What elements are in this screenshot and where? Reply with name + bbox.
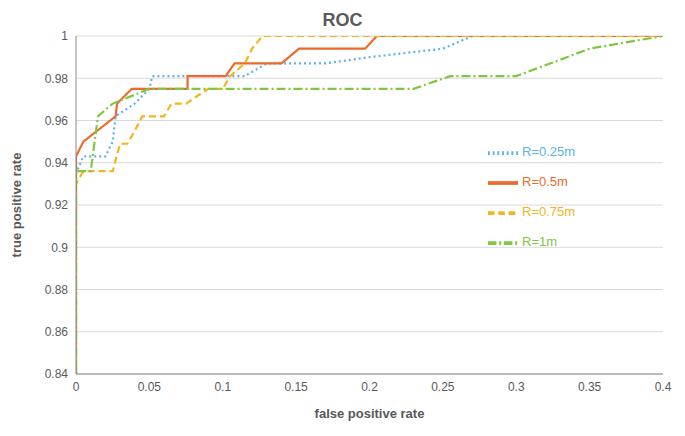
html-text:R=0.25m: R=0.25m [522, 144, 576, 160]
html-text:R=0.5m: R=0.5m [522, 174, 568, 190]
svg-text:0.3: 0.3 [508, 380, 525, 394]
html-text:ROC: ROC [322, 10, 363, 30]
svg-text:true positive rate: true positive rate [9, 153, 24, 258]
svg-text:0.96: 0.96 [45, 114, 69, 128]
svg-text:false positive rate: false positive rate [315, 406, 425, 421]
html-text:R=0.75m: R=0.75m [522, 204, 576, 220]
svg-text:0: 0 [73, 380, 80, 394]
svg-text:0.35: 0.35 [578, 380, 602, 394]
svg-text:0.98: 0.98 [45, 72, 69, 86]
svg-text:0.05: 0.05 [138, 380, 162, 394]
svg-text:0.92: 0.92 [45, 198, 69, 212]
svg-text:0.1: 0.1 [214, 380, 231, 394]
svg-text:0.9: 0.9 [51, 241, 68, 255]
svg-text:0.25: 0.25 [431, 380, 455, 394]
svg-text:0.4: 0.4 [655, 380, 672, 394]
svg-text:1: 1 [61, 29, 68, 43]
svg-text:0.2: 0.2 [361, 380, 378, 394]
svg-text:0.88: 0.88 [45, 283, 69, 297]
html-text:R=1m: R=1m [522, 234, 557, 250]
svg-text:0.86: 0.86 [45, 325, 69, 339]
svg-text:0.84: 0.84 [45, 367, 69, 381]
svg-text:0.94: 0.94 [45, 156, 69, 170]
svg-text:0.15: 0.15 [284, 380, 308, 394]
